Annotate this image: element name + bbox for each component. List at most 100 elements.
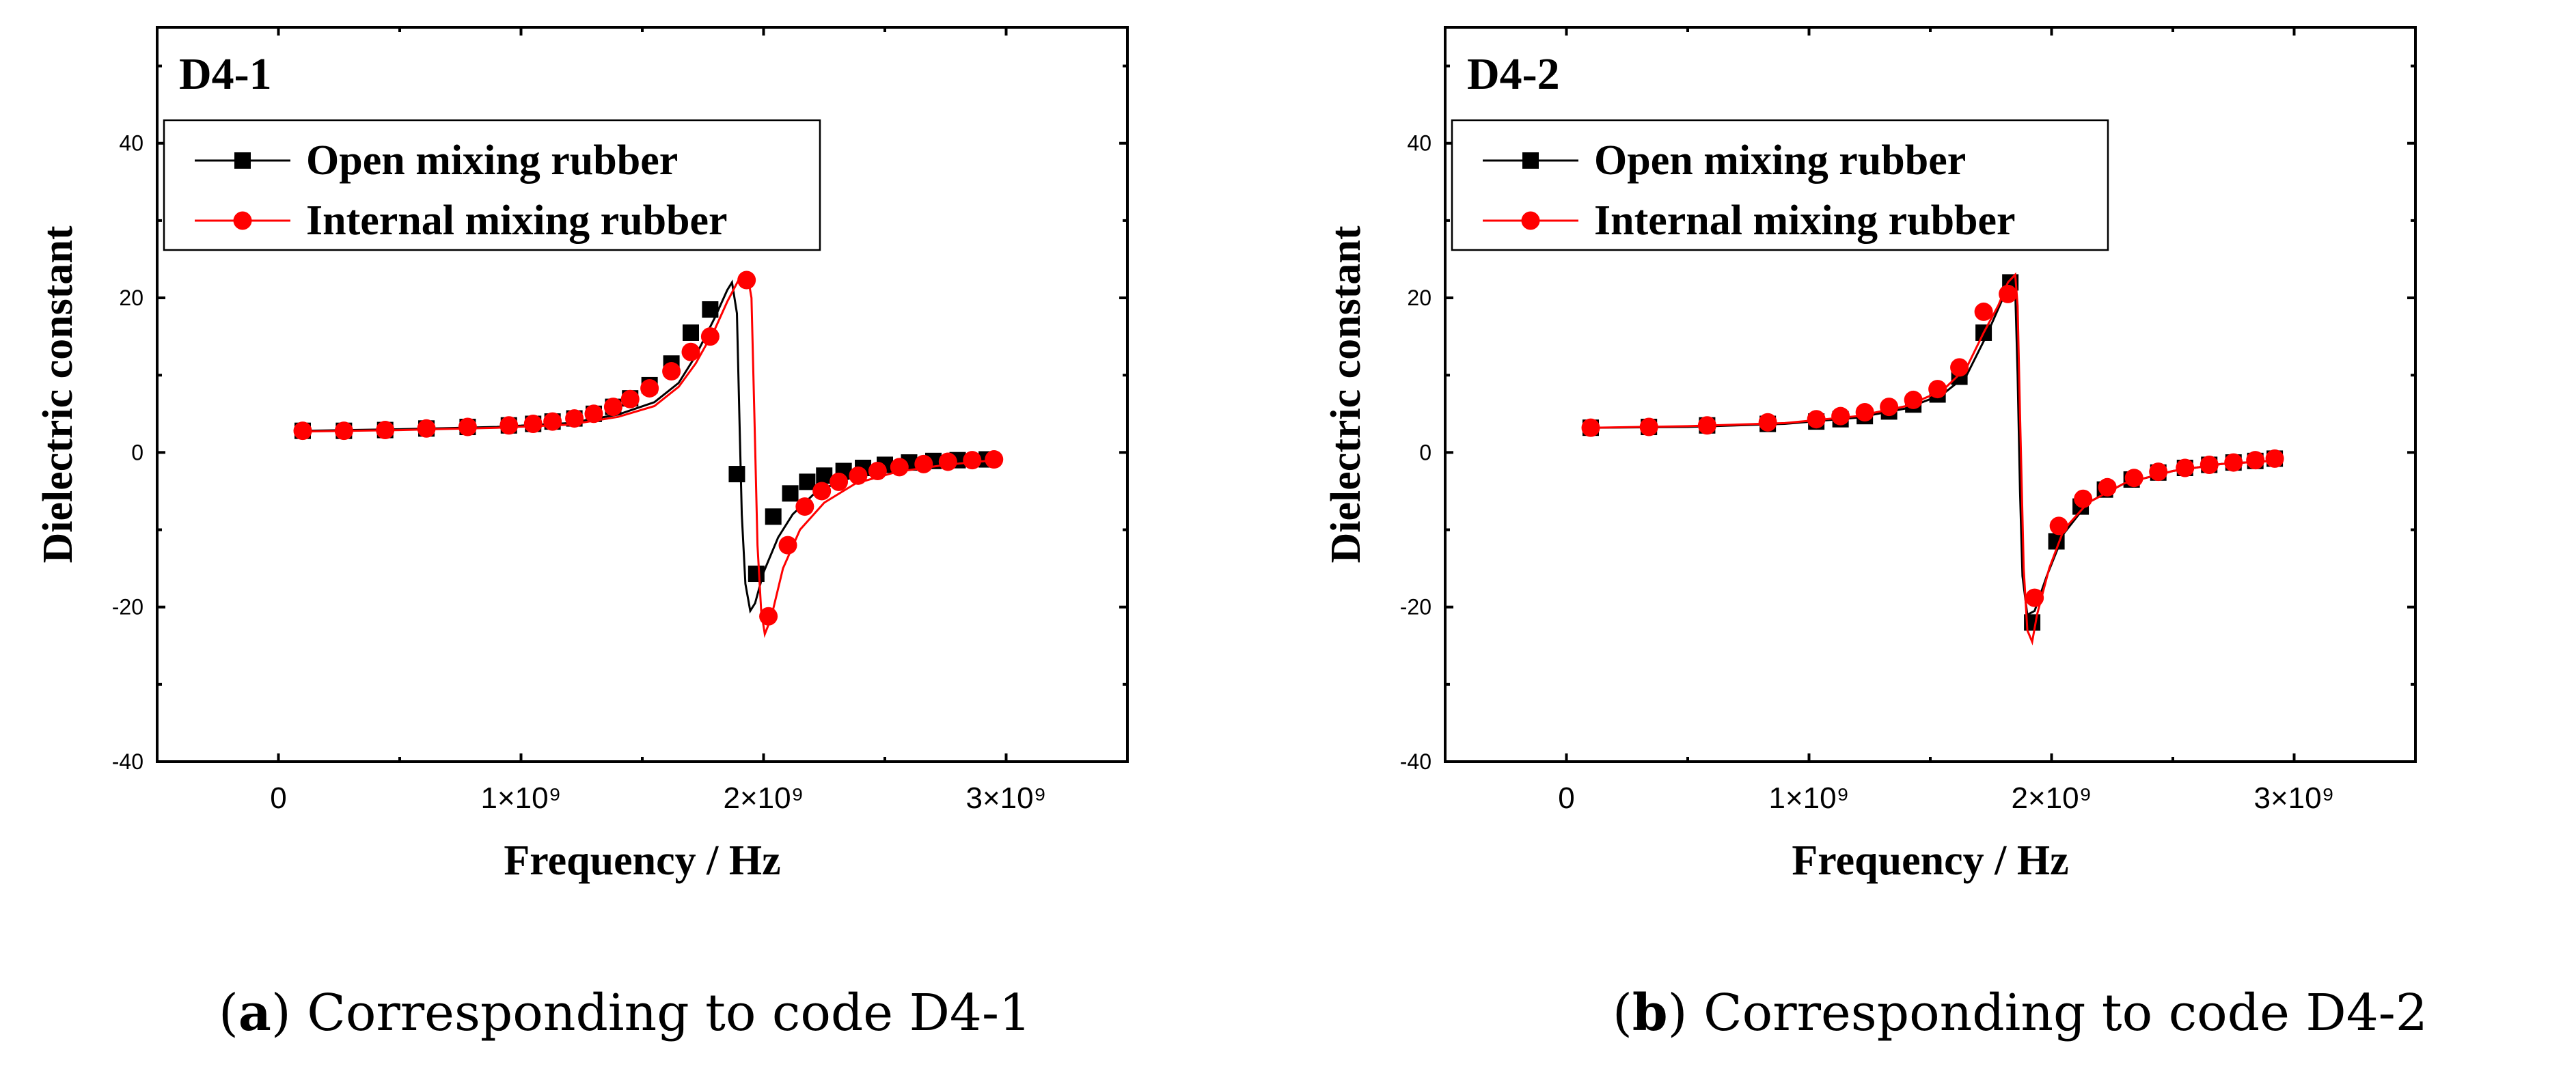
x-tick-label: 2×10⁹ (724, 781, 804, 815)
data-point-circle (1639, 417, 1658, 436)
x-tick-label: 3×10⁹ (2254, 781, 2335, 815)
data-point-square (782, 485, 799, 502)
data-point-circle (2246, 451, 2265, 470)
series-open-mixing-rubber (294, 279, 996, 614)
caption-b-text: Corresponding to code D4-2 (1703, 984, 2428, 1042)
data-point-circle (417, 419, 436, 438)
data-point-circle (2098, 477, 2117, 497)
caption-b: (b) Corresponding to code D4-2 (1613, 984, 2428, 1042)
data-point-circle (778, 536, 797, 555)
data-point-circle (985, 450, 1004, 469)
chart-panel-d4-2: -40 -20 0 20 40 0 1×10⁹ 2×10⁹ 3×10⁹ Frequency / H… (1323, 26, 2417, 884)
x-tick-label: 1×10⁹ (481, 781, 562, 815)
legend-marker-circle (1521, 211, 1540, 230)
legend-marker-circle (233, 211, 252, 230)
legend-box (163, 119, 821, 251)
series-line-open-mixing-rubber (1590, 275, 2282, 617)
data-point-circle (640, 378, 659, 398)
data-point-circle (812, 482, 832, 501)
x-axis-title: Frequency / Hz (504, 837, 780, 884)
legend-marker-square (234, 152, 251, 169)
legend: Open mixing rubber Internal mixing rubber (163, 119, 821, 251)
data-point-circle (2176, 458, 2195, 477)
data-point-circle (1855, 403, 1874, 422)
data-point-circle (681, 342, 700, 361)
data-point-circle (523, 415, 543, 433)
x-tick-label: 2×10⁹ (2012, 781, 2092, 815)
data-point-circle (759, 607, 778, 626)
x-tick-label: 0 (1558, 781, 1574, 815)
data-point-circle (458, 417, 477, 436)
data-point-square (799, 473, 816, 490)
y-tick-label: 0 (1419, 440, 1431, 464)
legend-label-open-mixing-rubber: Open mixing rubber (306, 137, 678, 184)
y-tick-label: -20 (1400, 595, 1431, 620)
data-point-circle (1758, 413, 1777, 432)
data-point-circle (1697, 416, 1716, 435)
data-point-circle (662, 362, 681, 381)
data-point-circle (584, 404, 603, 424)
legend-label-internal-mixing-rubber: Internal mixing rubber (306, 197, 728, 244)
data-point-circle (1950, 358, 1969, 377)
data-point-square (683, 324, 699, 341)
y-tick-label: 40 (1407, 131, 1431, 156)
data-point-circle (938, 452, 957, 471)
data-point-circle (2149, 462, 2168, 482)
data-point-circle (1904, 390, 1923, 409)
legend-box (1451, 119, 2109, 251)
chart-panel-d4-1: -40 -20 0 20 40 0 1×10⁹ 2×10⁹ 3×10⁹ Frequency / H… (35, 26, 1129, 884)
data-point-circle (737, 270, 756, 290)
x-tick-label: 3×10⁹ (966, 781, 1047, 815)
x-axis-title: Frequency / Hz (1792, 837, 2068, 884)
data-point-circle (1807, 410, 1826, 429)
data-point-circle (830, 472, 849, 491)
y-tick-label: -40 (1400, 749, 1431, 774)
data-point-circle (849, 466, 868, 485)
caption-a-text: Corresponding to code D4-1 (307, 984, 1032, 1042)
caption-b-letter: b (1632, 984, 1668, 1042)
data-point-square (748, 566, 765, 583)
data-point-circle (1831, 406, 1850, 426)
y-tick-label: 0 (131, 440, 143, 464)
data-point-circle (499, 416, 519, 435)
y-tick-label: 40 (119, 131, 143, 156)
panel-title: D4-1 (179, 49, 272, 99)
data-point-circle (2074, 489, 2093, 508)
data-point-circle (2049, 516, 2068, 536)
data-point-circle (1880, 398, 1899, 417)
data-point-circle (914, 454, 933, 473)
data-point-circle (565, 409, 584, 428)
y-tick-label: -40 (112, 749, 143, 774)
data-point-circle (1974, 302, 1993, 321)
panel-title: D4-2 (1467, 49, 1560, 99)
y-tick-label: 20 (1407, 286, 1431, 310)
data-point-circle (2025, 588, 2044, 607)
data-point-circle (1928, 380, 1947, 399)
y-axis-title: Dielectric constant (1323, 225, 1369, 563)
data-point-circle (2265, 449, 2284, 468)
legend-label-open-mixing-rubber: Open mixing rubber (1594, 137, 1966, 184)
data-point-circle (890, 458, 909, 477)
y-axis-title: Dielectric constant (35, 225, 81, 563)
x-tick-label: 1×10⁹ (1769, 781, 1850, 815)
data-point-circle (293, 421, 312, 441)
data-point-circle (868, 462, 887, 481)
x-tick-label: 0 (270, 781, 286, 815)
data-point-circle (603, 398, 622, 417)
legend: Open mixing rubber Internal mixing rubber (1451, 119, 2109, 251)
series-line-open-mixing-rubber (302, 279, 994, 614)
data-point-circle (543, 412, 562, 431)
y-tick-label: 20 (119, 286, 143, 310)
caption-a: (a) Corresponding to code D4-1 (219, 984, 1032, 1042)
data-point-circle (620, 389, 640, 408)
caption-a-letter: a (238, 984, 271, 1042)
data-point-square (702, 301, 719, 318)
data-point-circle (2124, 469, 2143, 488)
series-internal-mixing-rubber (1581, 272, 2284, 646)
series-line-internal-mixing-rubber (1590, 272, 2282, 646)
data-point-circle (334, 421, 353, 441)
data-point-circle (700, 327, 720, 346)
series-line-internal-mixing-rubber (302, 275, 994, 638)
data-point-circle (376, 421, 395, 440)
